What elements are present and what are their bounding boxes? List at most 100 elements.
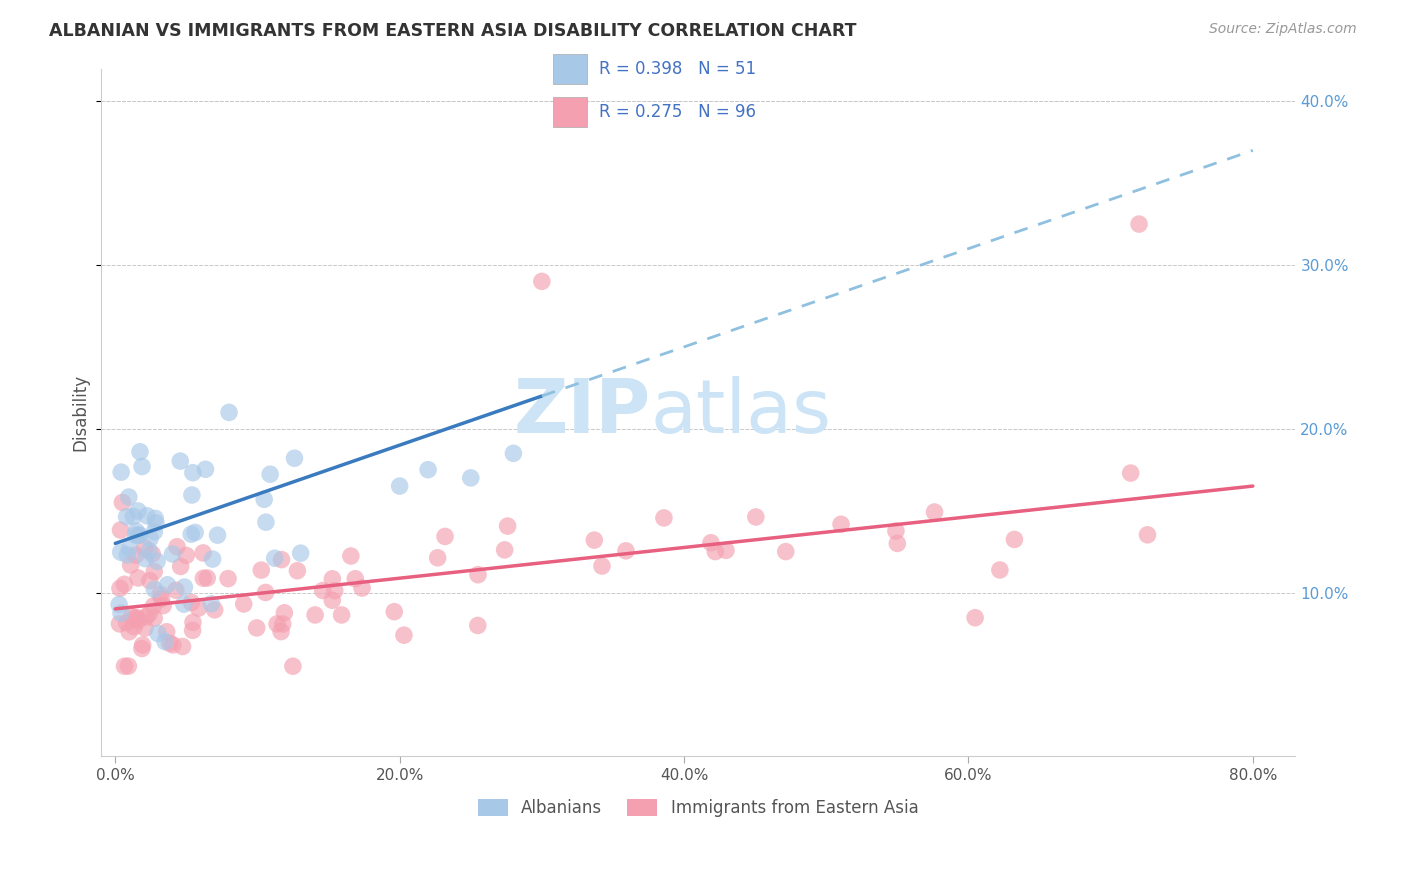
Point: [150, 591, 173, 606]
Point: [988, 563, 1011, 577]
Point: [502, 446, 524, 460]
Point: [884, 524, 907, 538]
Point: [172, 640, 194, 654]
Point: [195, 571, 218, 585]
Point: [128, 528, 150, 542]
Point: [304, 607, 326, 622]
Point: [591, 559, 613, 574]
Point: [344, 572, 367, 586]
Y-axis label: Disability: Disability: [72, 374, 89, 451]
Point: [153, 634, 176, 648]
Point: [388, 479, 411, 493]
Point: [146, 554, 169, 568]
Point: [352, 581, 374, 595]
Point: [259, 467, 281, 482]
Point: [283, 451, 305, 466]
Point: [181, 624, 204, 638]
Point: [143, 582, 166, 597]
Point: [270, 552, 292, 566]
Point: [467, 567, 489, 582]
Point: [135, 610, 157, 624]
Point: [200, 597, 222, 611]
Point: [1119, 466, 1142, 480]
Point: [110, 465, 132, 479]
Point: [965, 611, 987, 625]
Point: [416, 463, 439, 477]
Point: [392, 628, 415, 642]
Point: [131, 641, 153, 656]
Point: [156, 578, 179, 592]
Point: [745, 510, 768, 524]
Point: [173, 580, 195, 594]
Point: [152, 599, 174, 613]
Point: [118, 624, 141, 639]
Point: [134, 551, 156, 566]
Point: [218, 405, 240, 419]
Point: [108, 616, 131, 631]
Point: [169, 454, 191, 468]
Point: [330, 607, 353, 622]
Point: [110, 606, 132, 620]
Point: [775, 544, 797, 558]
Point: [131, 459, 153, 474]
Point: [174, 549, 197, 563]
Point: [125, 548, 148, 562]
Point: [165, 583, 187, 598]
Point: [117, 548, 139, 562]
Bar: [554, 54, 586, 84]
Point: [108, 598, 131, 612]
Point: [115, 615, 138, 630]
Point: [143, 524, 166, 539]
Text: atlas: atlas: [651, 376, 831, 449]
Point: [217, 572, 239, 586]
Point: [201, 552, 224, 566]
Point: [142, 599, 165, 613]
Point: [1128, 217, 1150, 231]
Point: [112, 577, 135, 591]
Point: [138, 543, 160, 558]
Point: [1004, 533, 1026, 547]
Point: [166, 540, 188, 554]
Point: [156, 624, 179, 639]
Point: [191, 546, 214, 560]
Point: [120, 558, 142, 572]
Point: [143, 565, 166, 579]
Point: [134, 621, 156, 635]
Point: [266, 616, 288, 631]
Point: [122, 509, 145, 524]
Point: [124, 610, 146, 624]
Point: [169, 559, 191, 574]
Point: [127, 571, 149, 585]
Point: [180, 596, 202, 610]
Point: [159, 636, 181, 650]
Legend: Albanians, Immigrants from Eastern Asia: Albanians, Immigrants from Eastern Asia: [471, 792, 925, 823]
Point: [127, 614, 149, 628]
Bar: [554, 97, 586, 127]
Point: [115, 509, 138, 524]
Text: ALBANIAN VS IMMIGRANTS FROM EASTERN ASIA DISABILITY CORRELATION CHART: ALBANIAN VS IMMIGRANTS FROM EASTERN ASIA…: [49, 22, 856, 40]
Point: [187, 601, 209, 615]
Point: [162, 547, 184, 561]
Point: [149, 587, 172, 601]
Point: [129, 444, 152, 458]
Point: [111, 495, 134, 509]
Point: [110, 545, 132, 559]
Point: [131, 638, 153, 652]
Point: [120, 609, 142, 624]
Point: [127, 504, 149, 518]
Point: [110, 523, 132, 537]
Point: [122, 620, 145, 634]
Point: [173, 597, 195, 611]
Text: Source: ZipAtlas.com: Source: ZipAtlas.com: [1209, 22, 1357, 37]
Point: [207, 528, 229, 542]
Point: [323, 583, 346, 598]
Point: [340, 549, 363, 563]
Point: [382, 605, 405, 619]
Point: [125, 524, 148, 538]
Point: [246, 621, 269, 635]
Point: [181, 466, 204, 480]
Point: [193, 571, 215, 585]
Point: [118, 490, 141, 504]
Point: [145, 516, 167, 530]
Point: [143, 611, 166, 625]
